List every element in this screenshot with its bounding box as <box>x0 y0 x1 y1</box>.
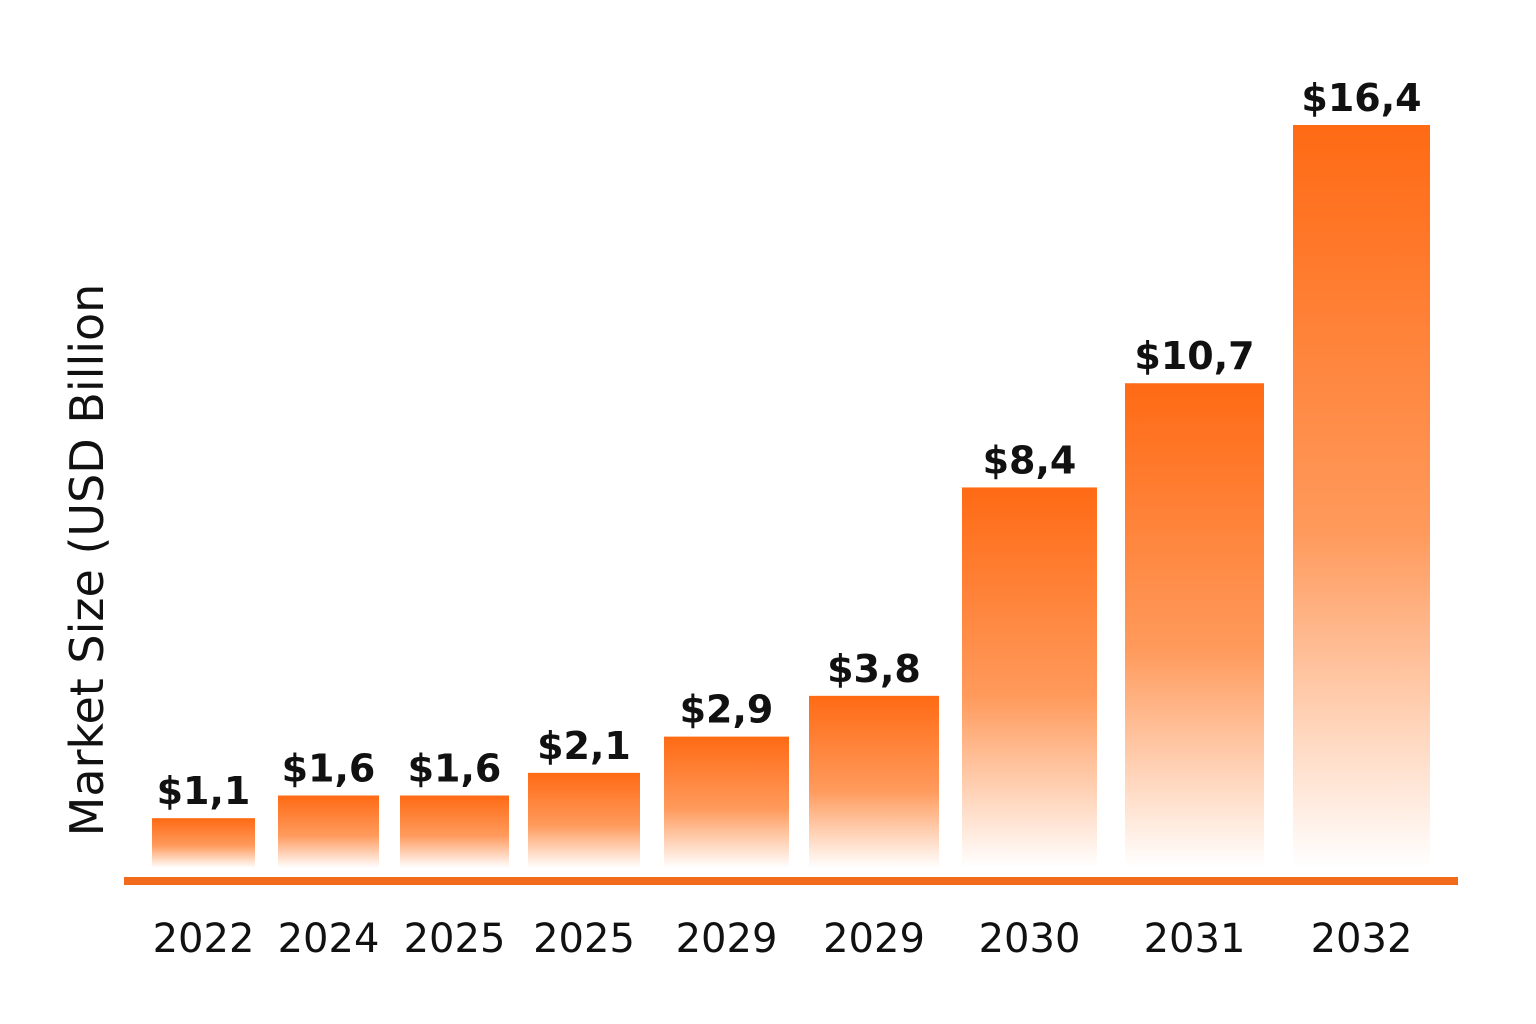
x-tick-label: 2025 <box>404 916 506 962</box>
x-tick-label: 2024 <box>278 916 380 962</box>
bar-value-label: $3,8 <box>827 647 921 691</box>
x-tick-label: 2032 <box>1311 916 1413 962</box>
x-tick-label: 2025 <box>533 916 635 962</box>
bar-8 <box>1125 383 1264 868</box>
value-labels-group: $1,1 $1,6 $1,6 $2,1 $2,9 $3,8 $8,4 $10,7 $16,4 <box>157 76 1422 813</box>
bars-group <box>152 125 1430 868</box>
bar-1 <box>152 818 255 868</box>
bar-6 <box>809 695 939 868</box>
x-tick-label: 2030 <box>979 916 1081 962</box>
bar-value-label: $2,9 <box>680 688 774 732</box>
bar-5 <box>664 736 789 868</box>
x-tick-label: 2029 <box>823 916 925 962</box>
bar-7 <box>962 487 1097 868</box>
bar-value-label: $1,6 <box>408 747 502 791</box>
x-tick-labels: 2022 2024 2025 2025 2029 2029 2030 2031 2032 <box>153 916 1413 962</box>
x-tick-label: 2022 <box>153 916 255 962</box>
bar-value-label: $2,1 <box>537 724 631 768</box>
x-tick-label: 2029 <box>676 916 778 962</box>
y-axis-label: Market Size (USD Billion <box>60 284 114 837</box>
bar-4 <box>528 772 640 868</box>
bar-9 <box>1293 125 1430 868</box>
bar-value-label: $8,4 <box>983 438 1077 482</box>
bar-2 <box>278 795 379 868</box>
bar-value-label: $1,1 <box>157 769 251 813</box>
bar-value-label: $10,7 <box>1134 334 1254 378</box>
bar-3 <box>400 795 509 868</box>
x-tick-label: 2031 <box>1144 916 1246 962</box>
bar-value-label: $16,4 <box>1301 76 1421 120</box>
bar-value-label: $1,6 <box>282 747 376 791</box>
